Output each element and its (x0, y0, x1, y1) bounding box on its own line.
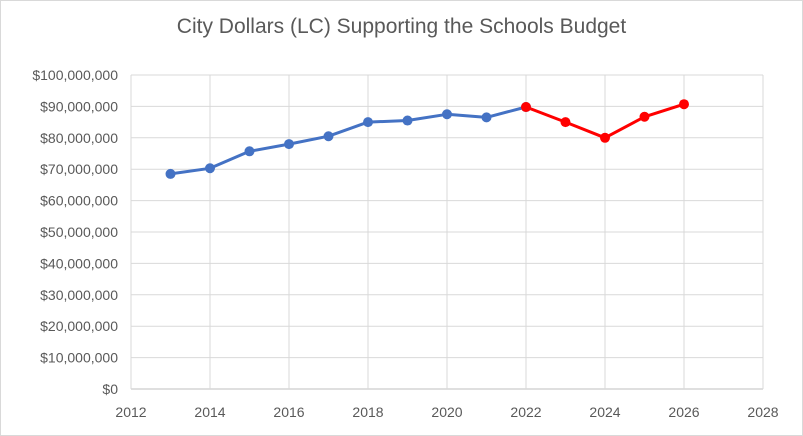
y-axis-ticks: $0 $10,000,000 $20,000,000 $30,000,000 $40,0… (32, 67, 118, 397)
series-1-point (323, 131, 334, 142)
series-2-point (639, 111, 650, 122)
series-1-point (205, 163, 215, 174)
y-tick-label: $20,000,000 (40, 318, 118, 334)
gridlines (130, 74, 764, 390)
y-tick-label: $100,000,000 (32, 67, 118, 83)
x-tick-label: 2026 (668, 404, 699, 420)
series-group (165, 99, 689, 179)
x-tick-label: 2016 (273, 404, 304, 420)
y-tick-label: $50,000,000 (40, 224, 118, 240)
y-tick-label: $90,000,000 (40, 98, 118, 114)
x-tick-label: 2020 (431, 404, 462, 420)
series-1-point (442, 109, 452, 120)
series-1-point (481, 112, 492, 123)
series-1-point (402, 115, 413, 126)
y-tick-label: $80,000,000 (40, 130, 118, 146)
series-1-point (244, 146, 255, 157)
y-tick-label: $60,000,000 (40, 193, 118, 209)
series-2-point (521, 102, 531, 113)
y-tick-label: $0 (102, 381, 118, 397)
x-tick-label: 2022 (510, 404, 541, 420)
x-tick-label: 2024 (589, 404, 620, 420)
x-tick-label: 2018 (352, 404, 383, 420)
y-tick-label: $30,000,000 (40, 287, 118, 303)
chart-title: City Dollars (LC) Supporting the Schools… (176, 15, 627, 38)
series-1-point (363, 117, 373, 128)
series-2-point (679, 99, 689, 110)
x-tick-label: 2012 (115, 404, 146, 420)
y-tick-label: $40,000,000 (40, 255, 118, 271)
series-line-1 (170, 105, 527, 176)
x-tick-label: 2028 (747, 404, 778, 420)
x-tick-label: 2014 (194, 404, 225, 420)
series-2-point (600, 132, 610, 143)
series-1-point (165, 168, 176, 179)
series-2-point (560, 117, 571, 128)
y-tick-label: $70,000,000 (40, 161, 118, 177)
series-1-point (284, 139, 294, 150)
y-tick-label: $10,000,000 (40, 350, 118, 366)
x-axis-ticks: 2012 2014 2016 2018 2020 2022 2024 2026 2028 (115, 404, 778, 420)
